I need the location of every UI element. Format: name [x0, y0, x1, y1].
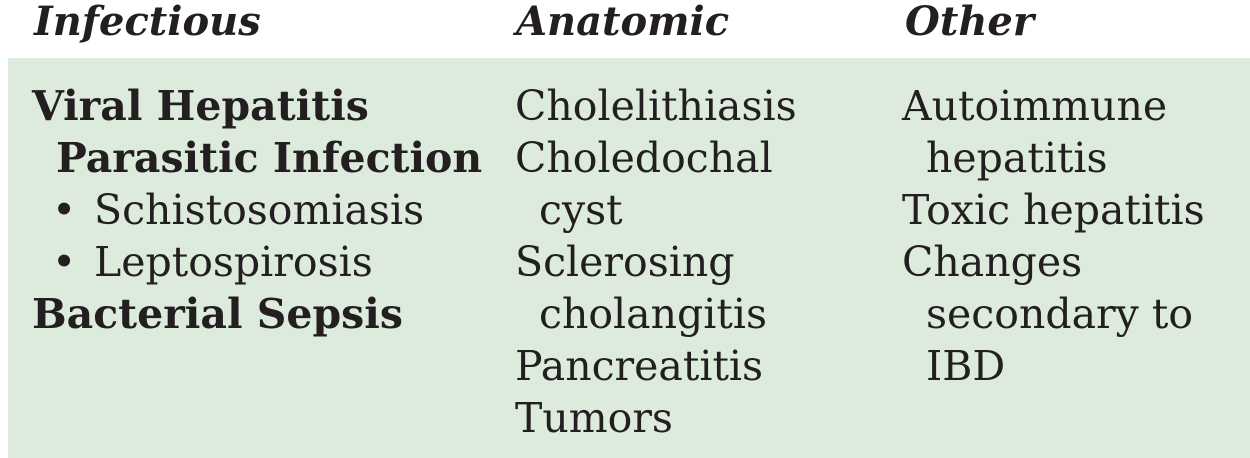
item-cholelithiasis: Cholelithiasis	[515, 82, 797, 130]
table-body: Viral Hepatitis Parasitic Infection • Sch…	[8, 58, 1250, 458]
header-other: Other	[905, 0, 1034, 45]
item-sclerosing: Sclerosing	[515, 238, 735, 286]
item-toxic-hepatitis: Toxic hepatitis	[902, 186, 1205, 234]
item-sclerosing-cont: cholangitis	[539, 290, 768, 338]
column-other: Autoimmune hepatitis Toxic hepatitis Cha…	[902, 80, 1205, 392]
item-viral-hepatitis: Viral Hepatitis	[32, 82, 369, 130]
item-leptospirosis: Leptospirosis	[94, 238, 373, 286]
item-changes-cont: secondary to	[926, 290, 1194, 338]
bullet-icon: •	[52, 238, 77, 286]
column-anatomic: Cholelithiasis Choledochal cyst Sclerosi…	[515, 80, 797, 444]
item-changes: Changes	[902, 238, 1083, 286]
item-choledochal: Choledochal	[515, 134, 773, 182]
item-schistosomiasis-row: • Schistosomiasis	[32, 184, 482, 236]
item-changes-ibd: IBD	[926, 342, 1006, 390]
item-parasitic-infection: Parasitic Infection	[56, 134, 483, 182]
column-infectious: Viral Hepatitis Parasitic Infection • Sch…	[32, 80, 482, 340]
bullet-icon: •	[52, 186, 77, 234]
item-choledochal-cont: cyst	[539, 186, 623, 234]
item-bacterial-sepsis: Bacterial Sepsis	[32, 290, 403, 338]
item-autoimmune: Autoimmune	[902, 82, 1168, 130]
table-header: Infectious Anatomic Other	[0, 0, 1250, 58]
item-autoimmune-cont: hepatitis	[926, 134, 1108, 182]
header-infectious: Infectious	[34, 0, 261, 45]
item-leptospirosis-row: • Leptospirosis	[32, 236, 482, 288]
item-pancreatitis: Pancreatitis	[515, 342, 764, 390]
header-anatomic: Anatomic	[516, 0, 730, 45]
item-schistosomiasis: Schistosomiasis	[94, 186, 425, 234]
item-tumors: Tumors	[515, 394, 673, 442]
